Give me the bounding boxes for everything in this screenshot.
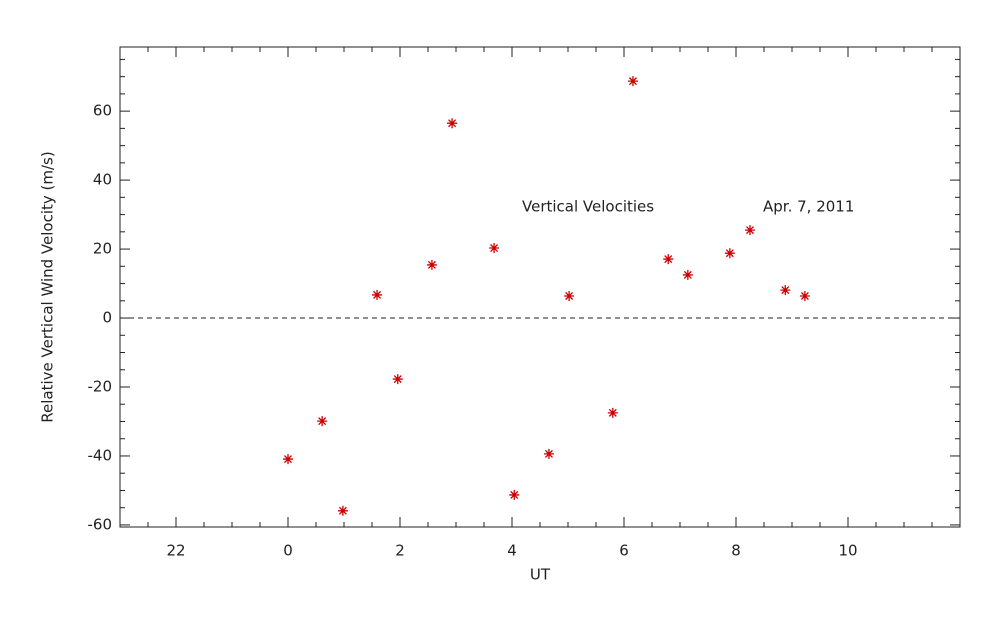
x-axis-label: UT bbox=[530, 566, 551, 584]
y-tick-label: -20 bbox=[88, 378, 113, 396]
y-tick-label: -60 bbox=[88, 515, 113, 533]
x-tick-label: 6 bbox=[619, 542, 629, 560]
y-tick-label: 40 bbox=[93, 171, 112, 189]
x-tick-label: 8 bbox=[731, 542, 741, 560]
x-tick-label: 0 bbox=[283, 542, 293, 560]
annotation: Vertical Velocities bbox=[522, 198, 654, 216]
y-tick-label: -40 bbox=[88, 446, 113, 464]
x-tick-label: 10 bbox=[838, 542, 857, 560]
data-point bbox=[607, 407, 618, 418]
data-point bbox=[564, 290, 575, 301]
y-tick-label: 60 bbox=[93, 102, 112, 120]
data-point bbox=[489, 243, 500, 254]
data-point bbox=[627, 76, 638, 87]
data-point bbox=[724, 248, 735, 259]
data-point bbox=[283, 454, 293, 465]
data-point bbox=[509, 489, 520, 500]
data-point bbox=[682, 269, 693, 280]
data-point bbox=[780, 285, 791, 296]
plot-frame bbox=[119, 46, 961, 528]
x-tick-label: 22 bbox=[166, 542, 185, 560]
x-tick-label: 4 bbox=[507, 542, 517, 560]
y-tick-label: 20 bbox=[93, 240, 112, 258]
annotation: Apr. 7, 2011 bbox=[763, 198, 854, 216]
data-point bbox=[543, 448, 554, 459]
data-point bbox=[799, 290, 810, 301]
data-point bbox=[372, 289, 383, 300]
data-point bbox=[745, 225, 755, 236]
data-point bbox=[426, 259, 437, 270]
x-tick-label: 2 bbox=[395, 542, 405, 560]
data-point bbox=[317, 416, 328, 427]
data-point bbox=[337, 505, 348, 516]
data-point bbox=[447, 118, 458, 129]
data-point bbox=[392, 374, 403, 385]
y-tick-label: 0 bbox=[102, 309, 112, 327]
data-point bbox=[663, 254, 674, 265]
y-axis-label: Relative Vertical Wind Velocity (m/s) bbox=[39, 151, 57, 422]
